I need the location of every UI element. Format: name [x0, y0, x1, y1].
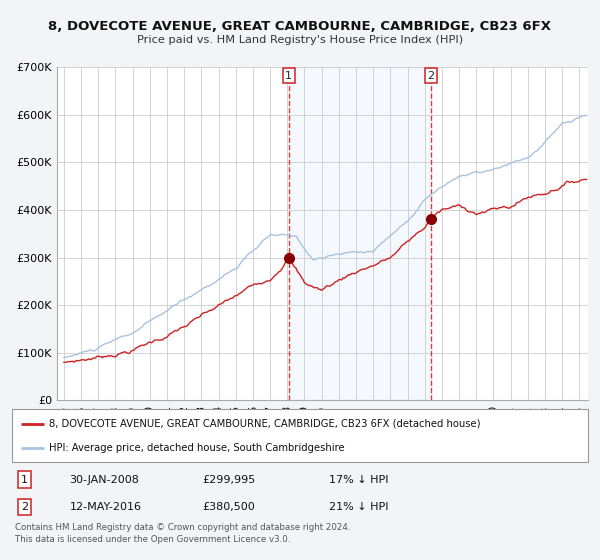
- Text: 1: 1: [285, 71, 292, 81]
- Text: This data is licensed under the Open Government Licence v3.0.: This data is licensed under the Open Gov…: [15, 535, 290, 544]
- Text: 21% ↓ HPI: 21% ↓ HPI: [329, 502, 388, 512]
- Text: £299,995: £299,995: [202, 474, 256, 484]
- Text: Price paid vs. HM Land Registry's House Price Index (HPI): Price paid vs. HM Land Registry's House …: [137, 35, 463, 45]
- Text: 8, DOVECOTE AVENUE, GREAT CAMBOURNE, CAMBRIDGE, CB23 6FX (detached house): 8, DOVECOTE AVENUE, GREAT CAMBOURNE, CAM…: [49, 419, 481, 429]
- FancyBboxPatch shape: [12, 409, 588, 462]
- Text: HPI: Average price, detached house, South Cambridgeshire: HPI: Average price, detached house, Sout…: [49, 443, 345, 453]
- Text: 1: 1: [21, 474, 28, 484]
- Text: Contains HM Land Registry data © Crown copyright and database right 2024.: Contains HM Land Registry data © Crown c…: [15, 523, 350, 532]
- Text: 30-JAN-2008: 30-JAN-2008: [70, 474, 139, 484]
- Text: £380,500: £380,500: [202, 502, 255, 512]
- Text: 17% ↓ HPI: 17% ↓ HPI: [329, 474, 388, 484]
- Text: 2: 2: [428, 71, 434, 81]
- Bar: [289, 67, 431, 400]
- Text: 8, DOVECOTE AVENUE, GREAT CAMBOURNE, CAMBRIDGE, CB23 6FX: 8, DOVECOTE AVENUE, GREAT CAMBOURNE, CAM…: [49, 20, 551, 32]
- Text: 2: 2: [21, 502, 28, 512]
- Text: 12-MAY-2016: 12-MAY-2016: [70, 502, 142, 512]
